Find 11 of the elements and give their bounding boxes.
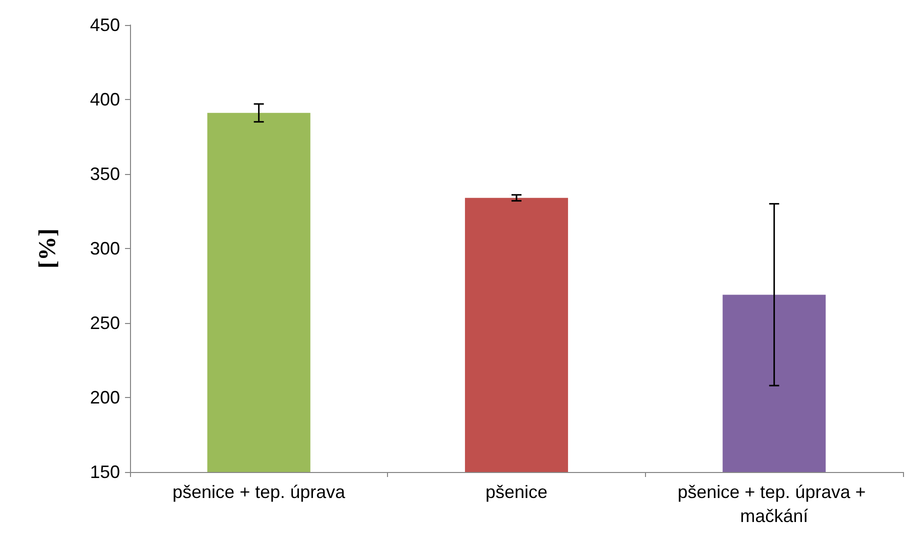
- x-tick-label: pšenice + tep. úprava + mačkání: [678, 482, 871, 526]
- y-tick-label: 350: [90, 164, 120, 184]
- y-tick-label: 200: [90, 388, 120, 408]
- y-tick-label: 250: [90, 313, 120, 333]
- x-tick-label: pšenice + tep. úprava: [172, 482, 346, 502]
- y-axis-title: [%]: [35, 228, 61, 268]
- y-tick-label: 300: [90, 238, 120, 258]
- y-tick-label: 150: [90, 462, 120, 482]
- x-tick-label: pšenice: [485, 482, 548, 502]
- y-tick-label: 450: [90, 15, 120, 35]
- y-tick-label: 400: [90, 90, 120, 110]
